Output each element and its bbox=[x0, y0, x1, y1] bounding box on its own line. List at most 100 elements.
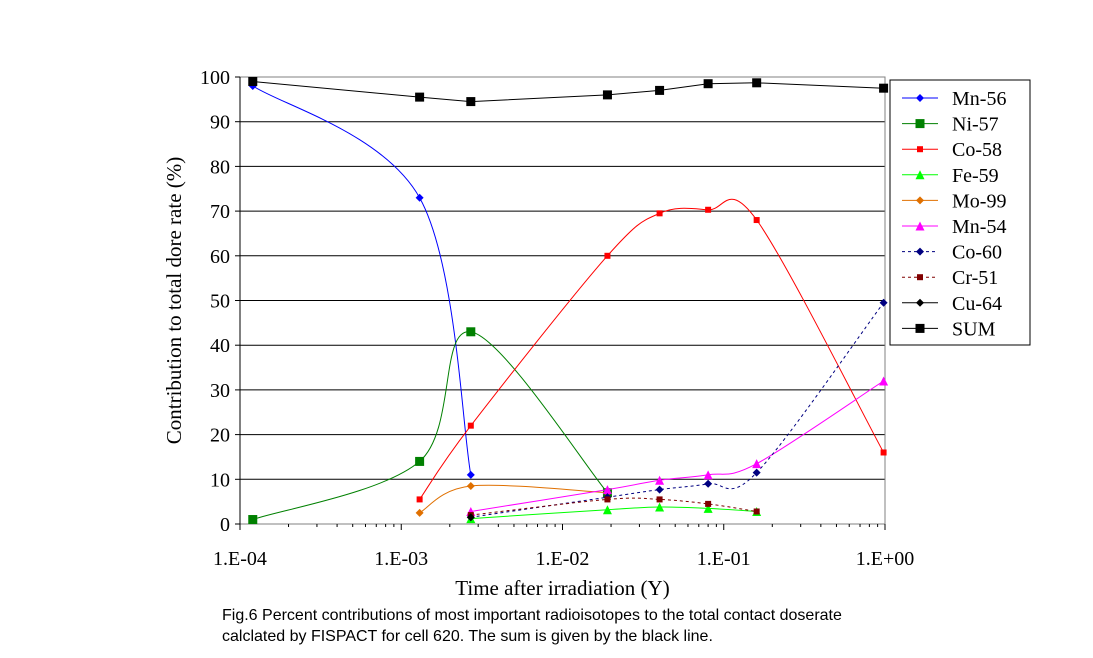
legend-label: Mn-56 bbox=[952, 88, 1006, 110]
legend-label: Cu-64 bbox=[952, 293, 1002, 315]
series-cr-51 bbox=[467, 496, 760, 519]
x-axis-ticks: 1.E-04 1.E-03 1.E-02 1.E-01 1.E+00 bbox=[213, 524, 914, 570]
data-point-sum bbox=[602, 90, 612, 100]
legend-marker-mn-56 bbox=[916, 94, 924, 102]
legend-item-co-58: Co-58 bbox=[902, 139, 1002, 161]
y-tick-label: 90 bbox=[210, 112, 230, 134]
y-tick-label: 0 bbox=[220, 514, 230, 536]
legend-label: Mn-54 bbox=[952, 216, 1006, 238]
legend: Mn-56 Ni-57 Co-58 Fe-59 Mo-99 Mn-54 Co-60 Cr-51… bbox=[889, 79, 1031, 346]
legend-label: Mo-99 bbox=[952, 190, 1006, 212]
legend-item-ni-57: Ni-57 bbox=[902, 114, 999, 136]
data-point-co-58 bbox=[705, 206, 712, 213]
data-point-co-60 bbox=[704, 479, 713, 488]
series-cu-64 bbox=[466, 513, 475, 522]
data-point-sum bbox=[703, 79, 713, 89]
data-point-co-58 bbox=[753, 217, 760, 224]
data-point-mn-54 bbox=[752, 459, 762, 469]
y-tick-label: 40 bbox=[210, 335, 230, 357]
y-axis-ticks: 0 10 20 30 40 50 60 70 80 90 100 bbox=[200, 67, 241, 536]
data-point-mn-54 bbox=[655, 475, 665, 485]
series-line-cr-51 bbox=[470, 497, 757, 516]
data-point-co-60 bbox=[752, 468, 761, 477]
caption-line-1: Fig.6 Percent contributions of most impo… bbox=[222, 607, 842, 624]
legend-box bbox=[889, 79, 1031, 346]
series-mn-54 bbox=[466, 376, 889, 516]
legend-marker-mo-99 bbox=[916, 196, 924, 205]
x-tick-label: 1.E-03 bbox=[374, 548, 428, 570]
y-tick-label: 10 bbox=[210, 469, 230, 491]
series-line-co-58 bbox=[419, 198, 885, 500]
y-tick-label: 70 bbox=[210, 201, 230, 223]
data-point-ni-57 bbox=[466, 327, 476, 337]
data-point-fe-59 bbox=[655, 502, 665, 512]
legend-item-mn-54: Mn-54 bbox=[902, 216, 1006, 238]
series-line-mn-56 bbox=[252, 85, 472, 475]
x-tick-label: 1.E+00 bbox=[856, 548, 915, 570]
data-point-co-58 bbox=[880, 449, 887, 456]
gridlines bbox=[240, 76, 885, 525]
y-tick-label: 100 bbox=[200, 67, 230, 89]
legend-item-co-60: Co-60 bbox=[902, 242, 1002, 264]
data-point-sum bbox=[752, 78, 762, 88]
data-point-fe-59 bbox=[703, 503, 713, 513]
legend-marker-sum bbox=[915, 323, 925, 333]
legend-label: Cr-51 bbox=[952, 267, 998, 289]
data-point-mn-56 bbox=[415, 193, 424, 202]
legend-marker-mn-54 bbox=[915, 221, 925, 231]
data-point-sum bbox=[655, 85, 665, 95]
x-tick-label: 1.E-01 bbox=[697, 548, 751, 570]
legend-marker-fe-59 bbox=[915, 170, 925, 180]
data-point-sum bbox=[248, 76, 258, 86]
series-co-60 bbox=[466, 298, 888, 522]
data-point-ni-57 bbox=[248, 515, 258, 525]
data-point-co-58 bbox=[604, 252, 611, 259]
series-line-mo-99 bbox=[419, 484, 608, 514]
x-tick-label: 1.E-04 bbox=[213, 548, 267, 570]
y-tick-label: 50 bbox=[210, 291, 230, 313]
legend-label: SUM bbox=[952, 318, 996, 340]
legend-item-mn-56: Mn-56 bbox=[902, 88, 1006, 110]
data-point-fe-59 bbox=[602, 505, 612, 515]
legend-marker-cu-64 bbox=[916, 298, 924, 307]
y-tick-label: 20 bbox=[210, 425, 230, 447]
series-line-mn-54 bbox=[470, 380, 884, 512]
y-tick-label: 80 bbox=[210, 156, 230, 178]
data-point-cr-51 bbox=[656, 496, 663, 503]
data-point-mn-54 bbox=[879, 376, 889, 386]
legend-item-sum: SUM bbox=[902, 318, 996, 340]
data-point-cu-64 bbox=[466, 513, 475, 522]
data-point-ni-57 bbox=[415, 456, 425, 466]
series-line-ni-57 bbox=[252, 331, 608, 520]
data-point-sum bbox=[466, 97, 476, 107]
y-axis-title: Contribution to total dore rate (%) bbox=[162, 157, 186, 445]
legend-label: Ni-57 bbox=[952, 114, 999, 136]
series-group bbox=[248, 76, 889, 525]
x-axis-title: Time after irradiation (Y) bbox=[455, 576, 669, 600]
x-tick-label: 1.E-02 bbox=[536, 548, 590, 570]
legend-label: Fe-59 bbox=[952, 165, 999, 187]
legend-marker-co-60 bbox=[916, 247, 924, 256]
data-point-sum bbox=[879, 83, 889, 93]
data-point-mn-54 bbox=[703, 470, 713, 480]
data-point-co-60 bbox=[879, 298, 888, 307]
data-point-mo-99 bbox=[415, 508, 424, 517]
series-line-fe-59 bbox=[470, 506, 757, 520]
caption-line-2: calclated by FISPACT for cell 620. The s… bbox=[222, 628, 713, 645]
series-ni-57 bbox=[248, 327, 612, 525]
legend-marker-ni-57 bbox=[915, 119, 925, 129]
data-point-co-58 bbox=[656, 210, 663, 217]
chart: 1.E-04 1.E-03 1.E-02 1.E-01 1.E+00 0 10 20 30 40… bbox=[162, 67, 1031, 600]
legend-item-cu-64: Cu-64 bbox=[902, 293, 1002, 315]
data-point-mn-54 bbox=[602, 485, 612, 495]
legend-marker-cr-51 bbox=[917, 274, 923, 281]
y-tick-label: 60 bbox=[210, 246, 230, 268]
data-point-sum bbox=[415, 92, 425, 102]
data-point-cr-51 bbox=[705, 500, 712, 507]
data-point-co-58 bbox=[467, 422, 474, 429]
series-co-58 bbox=[416, 198, 887, 503]
legend-item-cr-51: Cr-51 bbox=[902, 267, 998, 289]
data-point-cr-51 bbox=[753, 508, 760, 515]
series-line-sum bbox=[252, 81, 884, 103]
y-tick-label: 30 bbox=[210, 380, 230, 402]
